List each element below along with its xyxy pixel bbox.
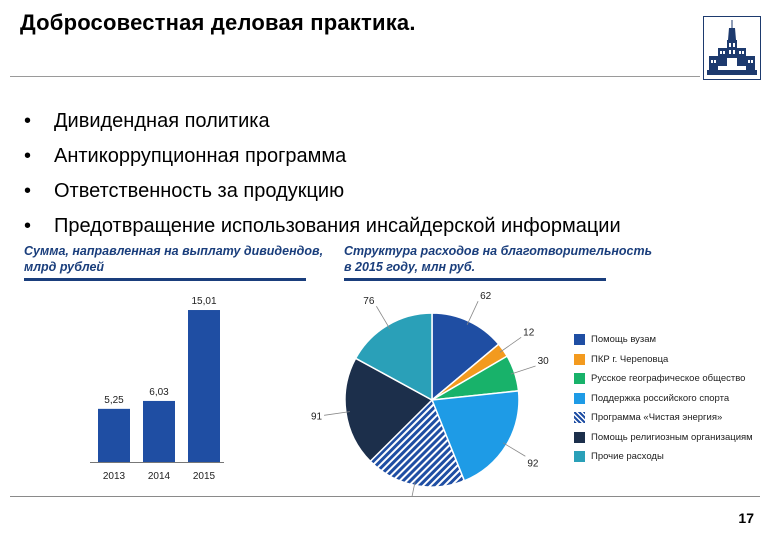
dividend-bar-chart: 5,25 2013 6,03 2014 15,01 2015 <box>90 296 224 482</box>
pie-value-label: 30 <box>538 356 550 367</box>
list-item: • Дивидендная политика <box>24 104 621 139</box>
pie-leader-line <box>466 301 479 325</box>
pie-leader-line <box>510 365 536 375</box>
legend-swatch <box>574 392 585 404</box>
bullet-dot: • <box>24 180 32 202</box>
pie-legend: Помощь вузам ПКР г. Череповца Русское геог… <box>574 330 753 467</box>
title-divider <box>10 76 700 77</box>
bar-chart-title: Сумма, направленная на выплату дивидендо… <box>24 243 323 275</box>
bar-chart-title-underline <box>24 278 306 281</box>
legend-label: Помощь религиозным организациям <box>591 431 753 443</box>
legend-item: Поддержка российского спорта <box>574 389 753 409</box>
charity-pie-chart: 62123092839176 <box>311 291 550 497</box>
pie-leader-line <box>502 442 526 457</box>
pie-chart-title: Структура расходов на благотворительност… <box>344 243 652 275</box>
university-building-icon <box>703 16 761 80</box>
bar-chart-title-line: млрд рублей <box>24 260 105 274</box>
pie-value-label: 12 <box>523 327 535 338</box>
pie-chart-title-line: Структура расходов на благотворительност… <box>344 244 653 258</box>
pie-leader-line <box>499 336 522 353</box>
pie-value-label: 76 <box>363 296 375 307</box>
legend-item: Помощь вузам <box>574 330 753 350</box>
list-item: • Ответственность за продукцию <box>24 174 621 209</box>
list-item: • Антикоррупционная программа <box>24 139 621 174</box>
pie-value-label: 92 <box>527 458 539 469</box>
bar-category-label: 2013 <box>103 471 126 482</box>
pie-value-label: 62 <box>480 291 492 302</box>
bar-chart-title-line: Сумма, направленная на выплату дивидендо… <box>24 244 324 258</box>
legend-item: ПКР г. Череповца <box>574 350 753 370</box>
bar-category-label: 2014 <box>148 471 171 482</box>
pie-leader-line <box>324 411 350 416</box>
legend-swatch <box>574 334 585 346</box>
bar-category-label: 2015 <box>193 471 216 482</box>
bullet-list: • Дивидендная политика • Антикоррупционная… <box>24 104 621 244</box>
slide-title: Добросовестная деловая практика. <box>20 10 416 35</box>
list-item: • Предотвращение использования инсайдерск… <box>24 209 621 244</box>
pie-chart-title-underline <box>344 278 606 281</box>
pie-value-label: 91 <box>311 411 323 422</box>
page-number: 17 <box>738 510 754 526</box>
bullet-text: Ответственность за продукцию <box>54 180 345 202</box>
pie-leader-line <box>411 481 416 497</box>
bullet-dot: • <box>24 145 32 167</box>
legend-swatch <box>574 431 585 443</box>
legend-item: Русское географическое общество <box>574 369 753 389</box>
bullet-text: Дивидендная политика <box>54 110 270 132</box>
legend-swatch <box>574 373 585 385</box>
bar-2014 <box>143 400 175 462</box>
bar-2015 <box>188 310 220 462</box>
bullet-dot: • <box>24 110 32 132</box>
pie-chart-title-line: в 2015 году, млн руб. <box>344 260 476 274</box>
legend-label: Программа «Чистая энергия» <box>591 412 723 424</box>
bar-2013 <box>98 408 130 462</box>
legend-item: Помощь религиозным организациям <box>574 428 753 448</box>
bullet-text: Предотвращение использования инсайдерско… <box>54 215 621 237</box>
pie-leader-line <box>376 306 391 329</box>
bar-value-label: 15,01 <box>191 296 216 307</box>
legend-swatch <box>574 451 585 463</box>
legend-swatch <box>574 412 585 424</box>
footer-divider <box>10 496 760 497</box>
legend-item: Программа «Чистая энергия» <box>574 408 753 428</box>
bar-value-label: 6,03 <box>149 387 169 398</box>
legend-label: Русское географическое общество <box>591 373 746 385</box>
legend-label: Помощь вузам <box>591 334 657 346</box>
legend-label: Поддержка российского спорта <box>591 392 730 404</box>
legend-swatch <box>574 353 585 365</box>
bar-value-label: 5,25 <box>104 395 124 406</box>
legend-label: ПКР г. Череповца <box>591 353 669 365</box>
legend-label: Прочие расходы <box>591 451 664 463</box>
bullet-dot: • <box>24 215 32 237</box>
bullet-text: Антикоррупционная программа <box>54 145 347 167</box>
legend-item: Прочие расходы <box>574 447 753 467</box>
